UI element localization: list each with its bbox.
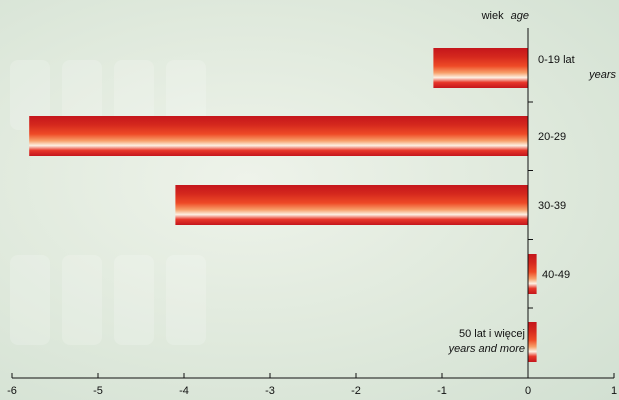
x-tick-label: -5 [93,385,103,397]
axes-group [12,28,614,379]
bar-30-39 [175,185,528,225]
x-tick-label: 1 [611,385,617,397]
bar-20-29 [29,116,528,156]
axis-header: wiek age [481,10,529,22]
category-label-en: years [588,69,616,81]
x-tick-label: -1 [437,385,447,397]
category-label: 50 lat i więcej [459,328,525,340]
category-label-en: years and more [448,343,525,355]
axis-header-label: wiek [481,10,505,22]
category-label: 0-19 lat [538,54,575,66]
bars-group [29,48,537,362]
x-tick-label: -2 [351,385,361,397]
category-labels-group: 0-19 lat years 20-29 30-39 40-49 50 lat i wię… [448,54,617,355]
background-decoration [10,60,206,345]
bar-0-19-lat [433,48,528,88]
axis-header-label-en: age [511,10,529,22]
x-tick-label: -6 [7,385,17,397]
category-label: 20-29 [538,131,566,143]
bar-50-lat-i-więcej [528,322,537,362]
x-ticks-group: -6 -5 -4 -3 -2 -1 0 1 [7,373,617,397]
x-tick-label: -4 [179,385,189,397]
x-tick-label: -3 [265,385,275,397]
bar-40-49 [528,254,537,294]
category-label: 30-39 [538,200,566,212]
x-tick-label: 0 [525,385,531,397]
category-label: 40-49 [542,269,570,281]
